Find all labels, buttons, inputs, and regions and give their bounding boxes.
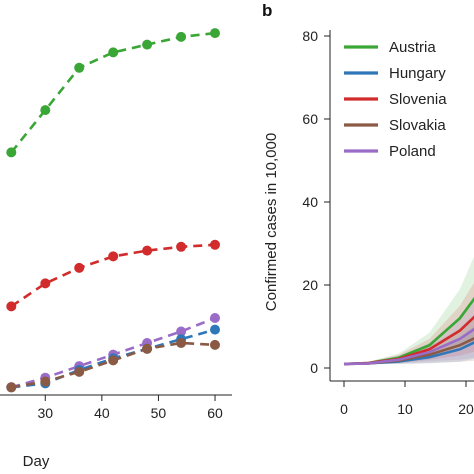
legend-label-hungary: Hungary: [389, 65, 446, 82]
panel-a-series-blue-point: [210, 324, 220, 335]
legend-label-austria: Austria: [389, 39, 436, 56]
panel-a-series-brown-point: [210, 339, 220, 350]
panel-a-x-tick-label: 30: [37, 405, 53, 421]
panel-a-series-red-point: [210, 239, 220, 250]
panel-b-x-tick-label: 20: [458, 401, 474, 417]
panel-a-series-purple-point: [176, 326, 187, 337]
panel-b-series-austria-band: [344, 256, 474, 365]
panel-a-x-tick-label: 40: [94, 405, 110, 421]
panel-b-series-slovenia-band: [344, 282, 474, 365]
panel-a-series-purple-point: [210, 313, 220, 323]
panel-a-series-green-point: [176, 31, 187, 42]
panel-a-x-tick-label: 60: [207, 405, 223, 421]
panel-a-series-brown-point: [40, 376, 51, 387]
panel-a-x-axis-label: Day: [23, 453, 50, 470]
panel-a-series-brown-point: [142, 343, 153, 354]
legend-label-slovenia: Slovenia: [389, 91, 447, 108]
legend-label-slovakia: Slovakia: [389, 117, 446, 134]
panel-a-series-brown-point: [74, 366, 85, 377]
panel-a-series-red-point: [6, 301, 17, 312]
panel-a-series-brown-point: [6, 382, 17, 393]
panel-a-series-green-point: [40, 105, 51, 116]
panel-b-y-tick-label: 20: [302, 277, 318, 293]
panel-a-series-green-point: [108, 47, 119, 58]
panel-b-series-poland-band: [344, 300, 474, 365]
panel-a-series-red-point: [40, 278, 51, 289]
panel-b-letter: b: [262, 1, 272, 20]
panel-a-series-green-point: [210, 28, 220, 39]
panel-a-series-brown-point: [108, 355, 119, 366]
panel-b-legend: Austria Hungary Slovenia Slovakia Poland: [344, 39, 447, 160]
panel-a-series-green-point: [74, 62, 85, 73]
panel-b-x-tick-label: 0: [340, 401, 348, 417]
panel-b-series-poland-line: [343, 327, 474, 366]
panel-a-series-green-point: [142, 39, 153, 50]
panel-b-chart: b 0 20 40 60 80 0 10 20 Confirmed cases in 10,…: [262, 1, 474, 417]
panel-b-y-tick-label: 0: [310, 360, 318, 376]
panel-a-series-red-point: [176, 241, 187, 252]
panel-a-x-tick-label: 50: [151, 405, 167, 421]
panel-b-y-tick-label: 60: [302, 111, 318, 127]
panel-b-x-tick-label: 10: [397, 401, 413, 417]
panel-a-series-red-point: [142, 245, 153, 256]
panel-b-y-tick-label: 40: [302, 194, 318, 210]
panel-a-chart: 30 40 50 60 Day: [0, 28, 232, 470]
panel-a-series-red-point: [74, 262, 85, 273]
panel-b-y-axis-label: Confirmed cases in 10,000: [263, 133, 280, 311]
panel-b-y-tick-label: 80: [302, 28, 318, 44]
panel-a-series-brown-point: [176, 338, 187, 348]
legend-label-poland: Poland: [389, 143, 436, 160]
panel-a-series-green-point: [6, 147, 17, 158]
panel-a-series-red-point: [108, 251, 119, 262]
